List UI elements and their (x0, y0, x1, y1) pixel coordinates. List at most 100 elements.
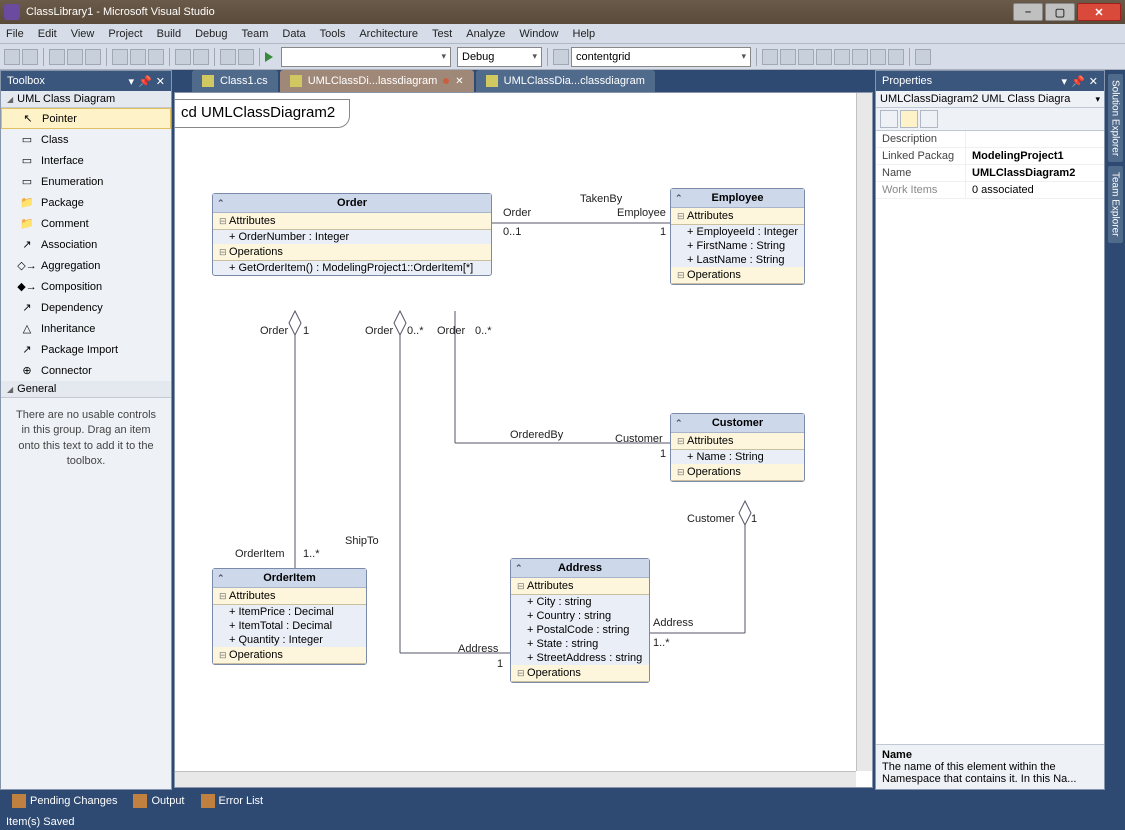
find-icon[interactable] (553, 49, 569, 65)
tab-class1[interactable]: Class1.cs (192, 70, 278, 92)
uml-class-order[interactable]: ⌃OrderAttributes+ OrderNumber : IntegerO… (212, 193, 492, 276)
attributes-section[interactable]: Attributes (671, 208, 804, 225)
save-all-icon[interactable] (85, 49, 101, 65)
menu-test[interactable]: Test (432, 28, 452, 40)
horizontal-scrollbar[interactable] (175, 771, 856, 787)
tab-close-icon[interactable]: ✕ (455, 76, 463, 87)
operations-section[interactable]: Operations (671, 267, 804, 284)
nav-back-icon[interactable] (220, 49, 236, 65)
collapse-icon[interactable]: ⌃ (675, 193, 683, 204)
property-row[interactable]: Description (876, 131, 1104, 148)
menu-team[interactable]: Team (242, 28, 269, 40)
panel-pin-icon[interactable]: 📌 (1071, 75, 1085, 88)
toolbox-item-interface[interactable]: ▭Interface (1, 150, 171, 171)
new-project-icon[interactable] (4, 49, 20, 65)
menu-analyze[interactable]: Analyze (466, 28, 505, 40)
menu-build[interactable]: Build (157, 28, 181, 40)
menu-window[interactable]: Window (519, 28, 558, 40)
panel-close-icon[interactable]: ✕ (1089, 75, 1098, 88)
tb-icon-e[interactable] (834, 49, 850, 65)
menu-view[interactable]: View (71, 28, 95, 40)
toolbox-item-composition[interactable]: ◆→Composition (1, 276, 171, 297)
paste-icon[interactable] (148, 49, 164, 65)
menu-edit[interactable]: Edit (38, 28, 57, 40)
tb-icon-f[interactable] (852, 49, 868, 65)
properties-object-selector[interactable]: UMLClassDiagram2 UML Class Diagra▾ (876, 91, 1104, 108)
toolbox-item-pointer[interactable]: ↖Pointer (1, 108, 171, 129)
menu-help[interactable]: Help (573, 28, 596, 40)
uml-class-address[interactable]: ⌃AddressAttributes+ City : string+ Count… (510, 558, 650, 683)
toolbox-item-package-import[interactable]: ↗Package Import (1, 339, 171, 360)
categorized-icon[interactable] (880, 110, 898, 128)
add-item-icon[interactable] (22, 49, 38, 65)
find-combo[interactable]: contentgrid▾ (571, 47, 751, 67)
menu-debug[interactable]: Debug (195, 28, 227, 40)
start-debug-button[interactable] (265, 52, 273, 62)
tab-umldiagram-2[interactable]: UMLClassDia...classdiagram (476, 70, 655, 92)
save-icon[interactable] (67, 49, 83, 65)
operations-section[interactable]: Operations (671, 464, 804, 481)
property-value[interactable]: ModelingProject1 (966, 148, 1104, 164)
property-value[interactable]: 0 associated (966, 182, 1104, 198)
alphabetical-icon[interactable] (900, 110, 918, 128)
uml-class-employee[interactable]: ⌃EmployeeAttributes+ EmployeeId : Intege… (670, 188, 805, 285)
menu-file[interactable]: File (6, 28, 24, 40)
menu-tools[interactable]: Tools (320, 28, 346, 40)
tab-umldiagram-active[interactable]: UMLClassDi...lassdiagram✕ (280, 70, 474, 92)
vertical-scrollbar[interactable] (856, 93, 872, 771)
property-value[interactable]: UMLClassDiagram2 (966, 165, 1104, 181)
uml-class-orderitem[interactable]: ⌃OrderItemAttributes+ ItemPrice : Decima… (212, 568, 367, 665)
collapse-icon[interactable]: ⌃ (217, 573, 225, 584)
team-explorer-tab[interactable]: Team Explorer (1108, 166, 1123, 242)
tb-icon-b[interactable] (780, 49, 796, 65)
property-row[interactable]: Work Items0 associated (876, 182, 1104, 199)
properties-grid[interactable]: DescriptionLinked PackagModelingProject1… (876, 131, 1104, 744)
toolbox-item-comment[interactable]: 📁Comment (1, 213, 171, 234)
solution-explorer-tab[interactable]: Solution Explorer (1108, 74, 1123, 162)
redo-icon[interactable] (193, 49, 209, 65)
tb-icon-g[interactable] (870, 49, 886, 65)
property-row[interactable]: Linked PackagModelingProject1 (876, 148, 1104, 165)
menu-data[interactable]: Data (282, 28, 305, 40)
attributes-section[interactable]: Attributes (511, 578, 649, 595)
error-list-tab[interactable]: Error List (195, 792, 270, 810)
solution-config-combo[interactable]: ▾ (281, 47, 451, 67)
property-value[interactable] (966, 131, 1104, 147)
undo-icon[interactable] (175, 49, 191, 65)
collapse-icon[interactable]: ⌃ (515, 563, 523, 574)
toolbox-item-inheritance[interactable]: △Inheritance (1, 318, 171, 339)
operations-section[interactable]: Operations (213, 244, 491, 261)
tb-icon-h[interactable] (888, 49, 904, 65)
maximize-button[interactable]: ▢ (1045, 3, 1075, 21)
panel-pin-icon[interactable]: 📌 (138, 75, 152, 88)
config-combo[interactable]: Debug▾ (457, 47, 542, 67)
toolbox-item-association[interactable]: ↗Association (1, 234, 171, 255)
toolbox-item-connector[interactable]: ⊕Connector (1, 360, 171, 381)
toolbox-item-enumeration[interactable]: ▭Enumeration (1, 171, 171, 192)
panel-menu-icon[interactable]: ▾ (129, 75, 135, 88)
tb-icon-d[interactable] (816, 49, 832, 65)
uml-class-customer[interactable]: ⌃CustomerAttributes+ Name : StringOperat… (670, 413, 805, 482)
open-icon[interactable] (49, 49, 65, 65)
toolbox-section-uml[interactable]: UML Class Diagram (1, 91, 171, 108)
pending-changes-tab[interactable]: Pending Changes (6, 792, 123, 810)
attributes-section[interactable]: Attributes (213, 588, 366, 605)
close-button[interactable]: ✕ (1077, 3, 1121, 21)
panel-close-icon[interactable]: ✕ (156, 75, 165, 88)
operations-section[interactable]: Operations (511, 665, 649, 682)
tb-icon-c[interactable] (798, 49, 814, 65)
tb-icon-a[interactable] (762, 49, 778, 65)
cut-icon[interactable] (112, 49, 128, 65)
property-row[interactable]: NameUMLClassDiagram2 (876, 165, 1104, 182)
diagram-canvas[interactable]: cd UMLClassDiagram2 Order (174, 92, 873, 788)
menu-project[interactable]: Project (108, 28, 142, 40)
operations-section[interactable]: Operations (213, 647, 366, 664)
toolbox-item-aggregation[interactable]: ◇→Aggregation (1, 255, 171, 276)
toolbox-item-class[interactable]: ▭Class (1, 129, 171, 150)
property-pages-icon[interactable] (920, 110, 938, 128)
attributes-section[interactable]: Attributes (213, 213, 491, 230)
collapse-icon[interactable]: ⌃ (217, 198, 225, 209)
output-tab[interactable]: Output (127, 792, 190, 810)
menu-architecture[interactable]: Architecture (359, 28, 418, 40)
copy-icon[interactable] (130, 49, 146, 65)
